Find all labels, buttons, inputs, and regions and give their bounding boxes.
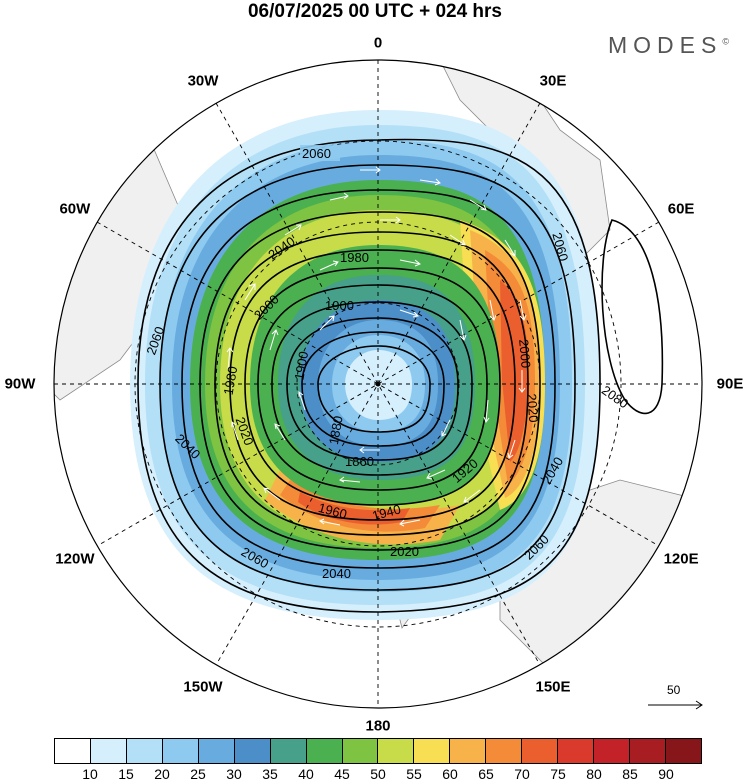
copyright-mark: © bbox=[722, 36, 729, 47]
contour-label: 1860 bbox=[345, 454, 374, 469]
contour-label: 1980 bbox=[221, 365, 241, 396]
colorbar-swatch bbox=[234, 739, 271, 763]
reference-vector-arrow bbox=[648, 700, 703, 710]
reference-vector-label: 50 bbox=[667, 683, 681, 697]
contour-label: 2060 bbox=[302, 146, 331, 161]
colorbar-ticks: 10 15 20 25 30 35 40 45 50 55 60 65 70 75 80 85 90 bbox=[54, 766, 702, 782]
contour-label: 1880 bbox=[326, 415, 346, 446]
longitude-label: 0 bbox=[373, 34, 383, 52]
contour-label: 2020 bbox=[390, 544, 419, 559]
longitude-label: 30E bbox=[539, 72, 567, 90]
map-border bbox=[53, 59, 703, 709]
colorbar-tick-label: 20 bbox=[154, 766, 170, 782]
longitude-label: 60W bbox=[59, 200, 91, 218]
map-title: 06/07/2025 00 UTC + 024 hrs bbox=[247, 1, 503, 22]
longitude-label: 60E bbox=[667, 200, 695, 218]
colorbar-tick-label: 45 bbox=[334, 766, 350, 782]
longitude-label: 90W bbox=[4, 375, 36, 393]
contour-label: 2000 bbox=[516, 339, 533, 369]
wind-vectors bbox=[226, 166, 527, 527]
colorbar-tick-label: 80 bbox=[586, 766, 602, 782]
colorbar-tick-label: 65 bbox=[478, 766, 494, 782]
colorbar-swatch bbox=[558, 739, 595, 763]
longitude-label: 120E bbox=[663, 550, 699, 568]
colorbar-tick-label: 50 bbox=[370, 766, 386, 782]
colorbar-tick-label: 10 bbox=[82, 766, 98, 782]
longitude-label: 150E bbox=[535, 678, 571, 696]
colorbar-tick-label: 70 bbox=[514, 766, 530, 782]
contour-label: 1960 bbox=[317, 500, 349, 522]
brand-logo: MODES© bbox=[608, 32, 729, 59]
colorbar-tick-label: 75 bbox=[550, 766, 566, 782]
colorbar-swatch bbox=[55, 739, 91, 763]
longitude-label: 120W bbox=[55, 550, 95, 568]
colorbar-swatch bbox=[270, 739, 307, 763]
colorbar-tick-label: 35 bbox=[262, 766, 278, 782]
colorbar-tick-label: 60 bbox=[442, 766, 458, 782]
colorbar-tick-label: 90 bbox=[658, 766, 674, 782]
colorbar-swatch bbox=[414, 739, 451, 763]
colorbar-swatch bbox=[450, 739, 487, 763]
colorbar-swatch bbox=[342, 739, 379, 763]
contour-label: 2080 bbox=[599, 382, 631, 411]
colorbar-tick-label: 15 bbox=[118, 766, 134, 782]
longitude-label: 90E bbox=[716, 375, 744, 393]
colorbar-swatch bbox=[630, 739, 666, 763]
colorbar-swatch bbox=[198, 739, 235, 763]
longitude-label: 30W bbox=[187, 72, 219, 90]
colorbar-tick-label: 55 bbox=[406, 766, 422, 782]
colorbar-tick-label: 85 bbox=[622, 766, 638, 782]
brand-text: MODES bbox=[608, 32, 723, 58]
colorbar-swatch bbox=[522, 739, 559, 763]
colorbar-swatch bbox=[486, 739, 523, 763]
longitude-label: 150W bbox=[183, 678, 223, 696]
map-disc: 2060 2040 1980 2000 1900 2060 1980 1900 … bbox=[54, 60, 702, 708]
contour-label: 1900 bbox=[291, 350, 311, 381]
contour-label: 1940 bbox=[371, 501, 403, 523]
pole-marker bbox=[375, 381, 381, 387]
contour-label: 1900 bbox=[325, 298, 354, 313]
contour-label: 2040 bbox=[322, 566, 351, 581]
colorbar-tick-label: 30 bbox=[226, 766, 242, 782]
colorbar-tick-label: 25 bbox=[190, 766, 206, 782]
colorbar-swatch bbox=[378, 739, 415, 763]
colorbar bbox=[54, 738, 702, 764]
colorbar-swatch bbox=[306, 739, 343, 763]
longitude-label: 180 bbox=[365, 717, 391, 735]
colorbar-tick-label: 40 bbox=[298, 766, 314, 782]
colorbar-swatch bbox=[594, 739, 630, 763]
colorbar-swatch bbox=[126, 739, 163, 763]
colorbar-swatch bbox=[665, 739, 701, 763]
colorbar-swatch bbox=[162, 739, 199, 763]
contour-label: 2020 bbox=[524, 393, 541, 423]
colorbar-swatch bbox=[90, 739, 127, 763]
contour-label: 1980 bbox=[340, 250, 369, 265]
contour-label: 2060 bbox=[549, 231, 571, 263]
height-contours bbox=[137, 138, 664, 613]
